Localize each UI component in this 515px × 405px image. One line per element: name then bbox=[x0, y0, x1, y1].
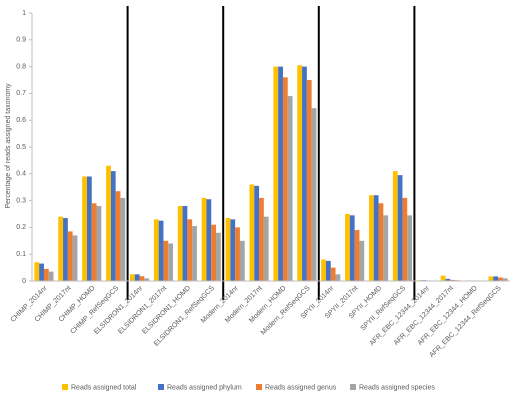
y-tick-label: 0.2 bbox=[16, 224, 26, 231]
bar bbox=[39, 263, 44, 281]
bar bbox=[177, 205, 183, 281]
bar bbox=[91, 203, 97, 281]
bar bbox=[311, 108, 317, 281]
bar bbox=[216, 232, 221, 281]
y-tick-label: 0.1 bbox=[16, 251, 26, 258]
bar bbox=[397, 175, 403, 281]
bar bbox=[106, 165, 111, 281]
bar bbox=[67, 231, 73, 281]
bar bbox=[354, 230, 360, 281]
bar bbox=[192, 226, 197, 281]
bar bbox=[82, 176, 87, 281]
bar bbox=[407, 215, 413, 281]
bar bbox=[488, 276, 494, 281]
bar bbox=[58, 216, 64, 281]
bar bbox=[263, 216, 269, 281]
bar bbox=[201, 197, 207, 281]
y-tick-label: 0.5 bbox=[16, 144, 26, 151]
bar bbox=[278, 66, 283, 281]
bar bbox=[440, 275, 446, 281]
bar bbox=[402, 197, 408, 281]
bar bbox=[302, 66, 307, 281]
bar bbox=[144, 278, 150, 281]
y-axis-title: Percentage of reads assigned taxonomy bbox=[5, 83, 12, 209]
legend-label: Reads assigned species bbox=[359, 384, 435, 391]
legend-label: Reads assigned phylum bbox=[167, 384, 242, 391]
bar bbox=[158, 220, 164, 281]
bar bbox=[321, 259, 326, 281]
bar bbox=[445, 278, 451, 281]
bar bbox=[254, 185, 260, 281]
bar bbox=[206, 199, 212, 281]
bar bbox=[96, 205, 102, 281]
bar bbox=[239, 240, 245, 281]
bar bbox=[378, 203, 384, 281]
bar bbox=[502, 278, 508, 281]
x-tick-label: SPYII_RefSeqGCS bbox=[360, 285, 408, 333]
bar bbox=[225, 218, 231, 281]
bar bbox=[182, 205, 188, 281]
bar bbox=[153, 219, 159, 281]
legend-swatch bbox=[158, 384, 164, 390]
legend-label: Reads assigned genus bbox=[265, 384, 337, 391]
y-tick-label: 1 bbox=[22, 10, 26, 17]
y-tick-label: 0.7 bbox=[16, 90, 26, 97]
bar bbox=[373, 195, 379, 281]
legend-swatch bbox=[350, 384, 356, 390]
bar bbox=[43, 268, 49, 281]
bar bbox=[368, 195, 374, 281]
bar bbox=[187, 219, 193, 281]
bar bbox=[249, 184, 255, 281]
bar bbox=[345, 214, 350, 281]
bar bbox=[330, 267, 336, 281]
legend-label: Reads assigned total bbox=[71, 384, 137, 391]
bar bbox=[63, 218, 68, 281]
bar bbox=[110, 171, 116, 281]
bar bbox=[235, 227, 240, 281]
bar bbox=[282, 77, 288, 281]
legend-swatch bbox=[62, 384, 68, 390]
bar bbox=[335, 274, 341, 281]
bar bbox=[230, 219, 236, 281]
bar bbox=[34, 262, 40, 281]
bar bbox=[72, 235, 78, 281]
y-tick-label: 0.3 bbox=[16, 197, 26, 204]
legend-swatch bbox=[256, 384, 262, 390]
bar bbox=[450, 279, 456, 281]
bar bbox=[115, 191, 121, 281]
bar bbox=[259, 197, 264, 281]
bar bbox=[383, 215, 389, 281]
bar bbox=[306, 80, 312, 281]
bar bbox=[163, 240, 169, 281]
bar bbox=[120, 197, 126, 281]
bar bbox=[325, 260, 331, 281]
y-tick-label: 0.6 bbox=[16, 117, 26, 124]
bar bbox=[392, 171, 398, 281]
bar bbox=[48, 271, 54, 281]
y-tick-label: 0.9 bbox=[16, 37, 26, 44]
bar bbox=[359, 240, 365, 281]
bar bbox=[86, 176, 92, 281]
bar bbox=[287, 96, 293, 281]
bar bbox=[498, 277, 503, 281]
y-tick-label: 0 bbox=[22, 278, 26, 285]
y-tick-label: 0.4 bbox=[16, 171, 26, 178]
bar bbox=[297, 65, 303, 281]
bar bbox=[139, 276, 145, 281]
y-tick-label: 0.8 bbox=[16, 63, 26, 70]
bar bbox=[493, 276, 499, 281]
bar bbox=[349, 215, 355, 281]
bar bbox=[168, 243, 174, 281]
bar bbox=[211, 224, 217, 281]
bar bbox=[129, 274, 135, 281]
bar bbox=[134, 274, 140, 281]
bar bbox=[273, 66, 279, 281]
